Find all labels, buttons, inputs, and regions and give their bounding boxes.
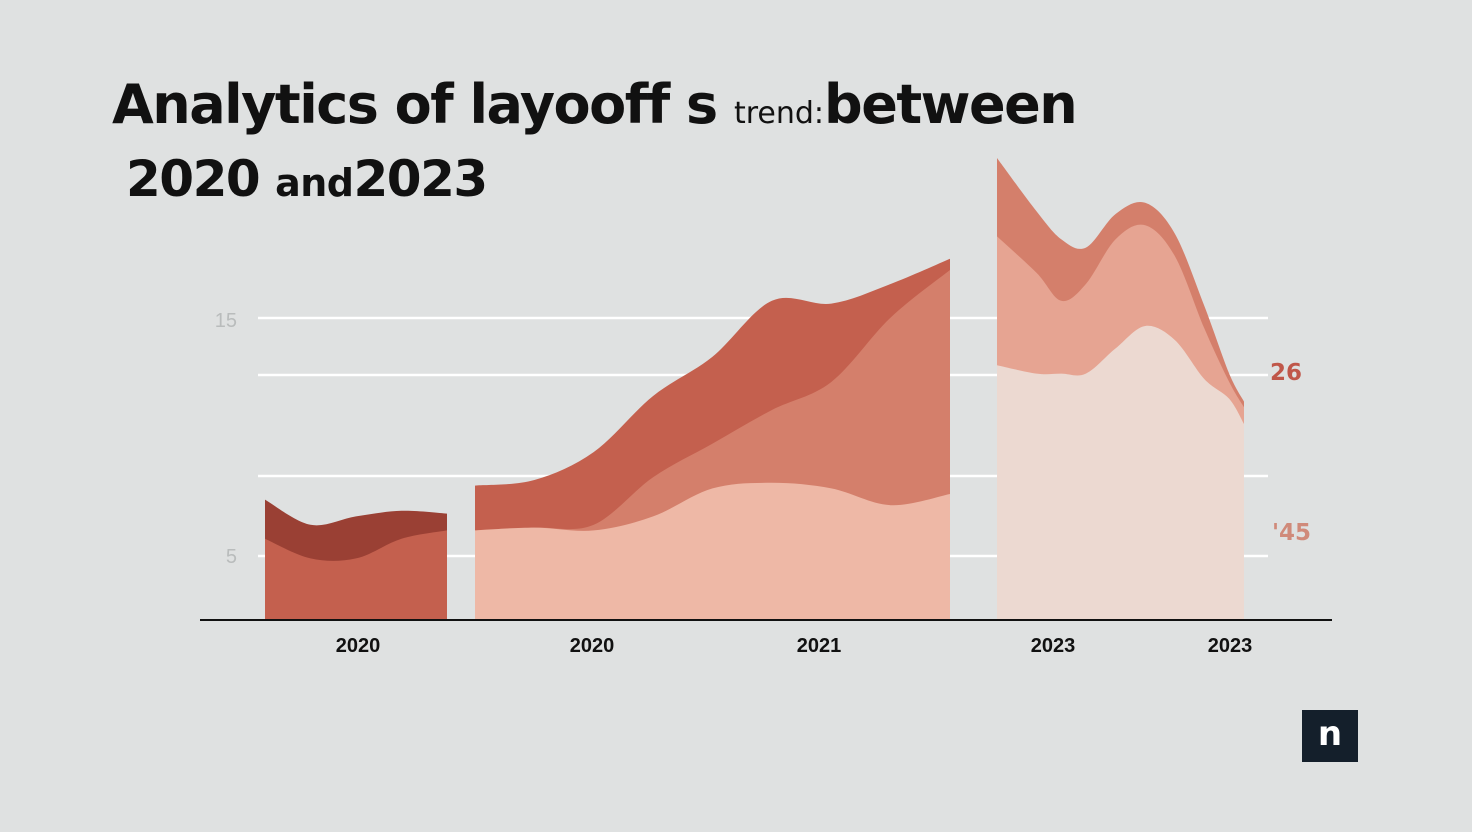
x-tick-label-1: 2020 (336, 635, 381, 657)
brand-logo: n (1302, 710, 1358, 762)
x-tick-label-3: 2021 (797, 635, 842, 657)
title-part-3: between (824, 73, 1078, 136)
title-part-5: and (275, 161, 354, 205)
y-tick-label-2: 5 (226, 546, 237, 568)
area-segment-2-layer-1 (475, 482, 950, 620)
x-tick-label-2: 2020 (570, 635, 615, 657)
x-tick-label-5: 2023 (1208, 635, 1253, 657)
area-segment-1-layer-1 (265, 530, 447, 620)
title-part-2: trend: (733, 96, 825, 131)
right-label-2: '45 (1272, 520, 1311, 546)
area-segment-3-layer-1 (997, 325, 1244, 620)
x-tick-label-4: 2023 (1031, 635, 1076, 657)
y-tick-label-1: 15 (215, 310, 237, 332)
right-label-1: 26 (1270, 360, 1302, 386)
title-part-4: 2020 (126, 150, 261, 208)
title-part-1: Analytics of layooff s (112, 73, 718, 136)
title-part-6: 2023 (353, 150, 489, 208)
chart-title: Analytics of layooff s trend:between 202… (112, 78, 1078, 205)
brand-logo-text: n (1317, 714, 1343, 754)
